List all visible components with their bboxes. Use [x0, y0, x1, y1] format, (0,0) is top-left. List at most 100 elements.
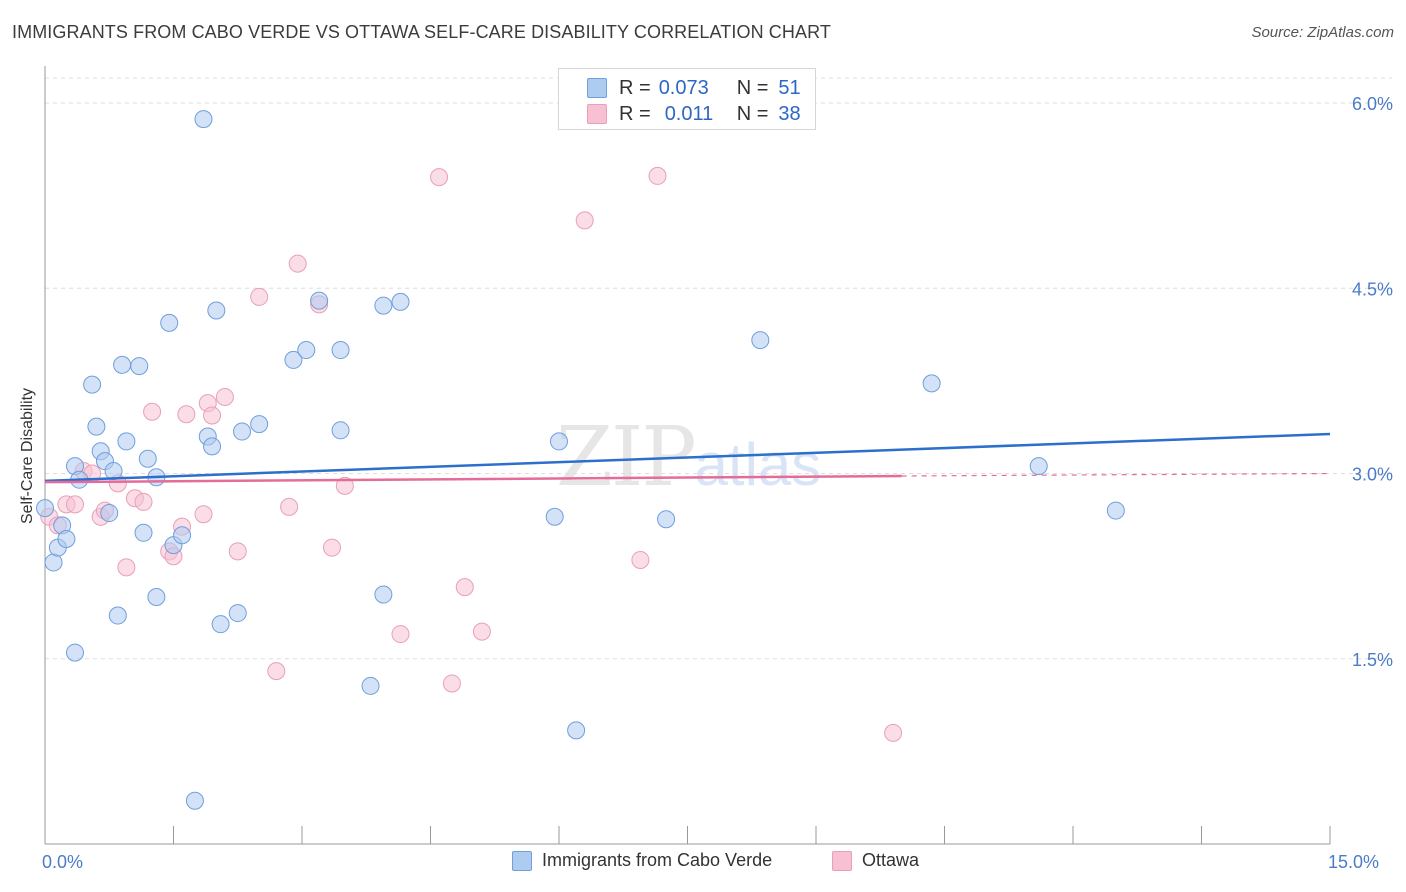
data-point-ottawa — [117, 558, 136, 577]
legend-n-value: 38 — [778, 102, 801, 125]
y-tick-label: 1.5% — [1352, 650, 1393, 670]
data-point-cabo-verde — [65, 643, 84, 662]
source-label: Source: ZipAtlas.com — [1251, 24, 1394, 41]
legend-item-ottawa: Ottawa — [832, 850, 919, 871]
data-point-ottawa — [65, 495, 84, 514]
data-point-cabo-verde — [1106, 501, 1125, 520]
cabo-verde-points — [36, 110, 1125, 810]
data-point-cabo-verde — [113, 355, 132, 374]
data-point-cabo-verde — [108, 606, 127, 625]
data-point-cabo-verde — [130, 357, 149, 376]
legend-n-label: N = — [736, 102, 769, 125]
legend-n-label: N = — [736, 76, 769, 99]
legend-row-ottawa: R = 0.011 N = 38 — [587, 102, 801, 126]
data-point-ottawa — [288, 254, 307, 273]
legend-r-value: 0.073 — [658, 76, 709, 99]
data-point-ottawa — [215, 387, 234, 406]
data-point-cabo-verde — [331, 421, 350, 440]
data-point-ottawa — [455, 578, 474, 597]
data-point-ottawa — [322, 538, 341, 557]
data-point-cabo-verde — [185, 791, 204, 810]
data-point-ottawa — [648, 166, 667, 185]
data-point-ottawa — [430, 168, 449, 187]
data-point-cabo-verde — [331, 341, 350, 360]
data-point-ottawa — [575, 211, 594, 230]
data-point-cabo-verde — [657, 510, 676, 529]
data-point-ottawa — [177, 405, 196, 424]
legend-r-label: R = — [619, 102, 651, 125]
y-tick-label: 6.0% — [1352, 94, 1393, 114]
data-point-cabo-verde — [545, 507, 564, 526]
data-point-cabo-verde — [100, 504, 119, 523]
data-point-cabo-verde — [550, 432, 568, 451]
data-point-cabo-verde — [207, 301, 226, 320]
data-point-ottawa — [228, 542, 247, 561]
data-point-cabo-verde — [567, 721, 586, 740]
data-point-ottawa — [335, 476, 354, 495]
data-point-ottawa — [194, 505, 213, 524]
data-point-ottawa — [442, 674, 461, 693]
data-point-cabo-verde — [117, 432, 136, 451]
axes — [44, 66, 1331, 845]
data-point-cabo-verde — [147, 588, 166, 607]
data-point-cabo-verde — [1029, 457, 1048, 476]
legend-item-cabo-verde: Immigrants from Cabo Verde — [512, 850, 772, 871]
x-tick-label-min: 0.0% — [42, 852, 84, 872]
data-point-cabo-verde — [284, 350, 303, 369]
data-point-ottawa — [203, 406, 222, 425]
legend-r-value: 0.011 — [664, 102, 714, 125]
data-point-ottawa — [143, 402, 162, 421]
data-point-ottawa — [250, 287, 269, 306]
data-point-cabo-verde — [361, 676, 380, 695]
data-point-cabo-verde — [228, 604, 247, 623]
data-point-cabo-verde — [374, 296, 393, 315]
data-point-ottawa — [631, 550, 650, 569]
data-point-cabo-verde — [233, 422, 252, 441]
data-point-ottawa — [884, 723, 903, 742]
data-point-cabo-verde — [203, 437, 222, 456]
trend-line-ottawa — [44, 474, 902, 484]
data-point-cabo-verde — [36, 499, 54, 518]
trend-line-cabo-verde — [44, 432, 1331, 483]
series-legend: Immigrants from Cabo Verde Ottawa — [0, 850, 1406, 880]
chart-title: IMMIGRANTS FROM CABO VERDE VS OTTAWA SEL… — [12, 22, 831, 42]
y-tick-labels: 1.5% 3.0% 4.5% 6.0% — [1352, 94, 1393, 670]
data-point-cabo-verde — [211, 615, 230, 634]
y-tick-label: 4.5% — [1352, 279, 1393, 299]
legend-label-ottawa: Ottawa — [862, 850, 920, 870]
legend-row-cabo-verde: R = 0.073 N = 51 — [587, 76, 801, 100]
legend-swatch-pink — [832, 850, 852, 871]
data-point-cabo-verde — [250, 415, 269, 434]
data-point-cabo-verde — [57, 529, 76, 548]
x-tick-label-max: 15.0% — [1328, 852, 1380, 872]
data-point-ottawa — [391, 625, 410, 644]
data-point-cabo-verde — [138, 449, 157, 468]
legend-n-value: 51 — [778, 76, 801, 99]
trend-line-ottawa-extension — [901, 472, 1331, 477]
data-point-cabo-verde — [922, 374, 941, 393]
data-point-cabo-verde — [83, 375, 102, 394]
data-point-cabo-verde — [194, 110, 213, 129]
watermark-atlas: atlas — [694, 431, 822, 498]
data-point-cabo-verde — [87, 417, 106, 436]
ottawa-points — [40, 166, 903, 742]
data-point-ottawa — [267, 662, 286, 681]
grid-lines — [45, 77, 1392, 660]
data-point-ottawa — [134, 492, 153, 511]
zipatlas-watermark: ZIPatlas — [556, 410, 821, 505]
legend-r-label: R = — [619, 76, 651, 99]
legend-swatch-pink — [587, 104, 607, 124]
data-point-cabo-verde — [374, 585, 393, 604]
data-point-cabo-verde — [160, 313, 179, 332]
data-point-cabo-verde — [173, 526, 192, 545]
data-point-cabo-verde — [297, 341, 316, 360]
data-point-ottawa — [472, 622, 491, 641]
correlation-legend: R = 0.073 N = 51 R = 0.011 N = 38 — [558, 68, 816, 130]
data-point-cabo-verde — [44, 553, 63, 572]
data-point-cabo-verde — [391, 292, 410, 311]
legend-label-cabo-verde: Immigrants from Cabo Verde — [542, 850, 773, 870]
data-point-ottawa — [280, 497, 299, 516]
data-point-cabo-verde — [134, 523, 153, 542]
data-point-cabo-verde — [751, 331, 770, 350]
